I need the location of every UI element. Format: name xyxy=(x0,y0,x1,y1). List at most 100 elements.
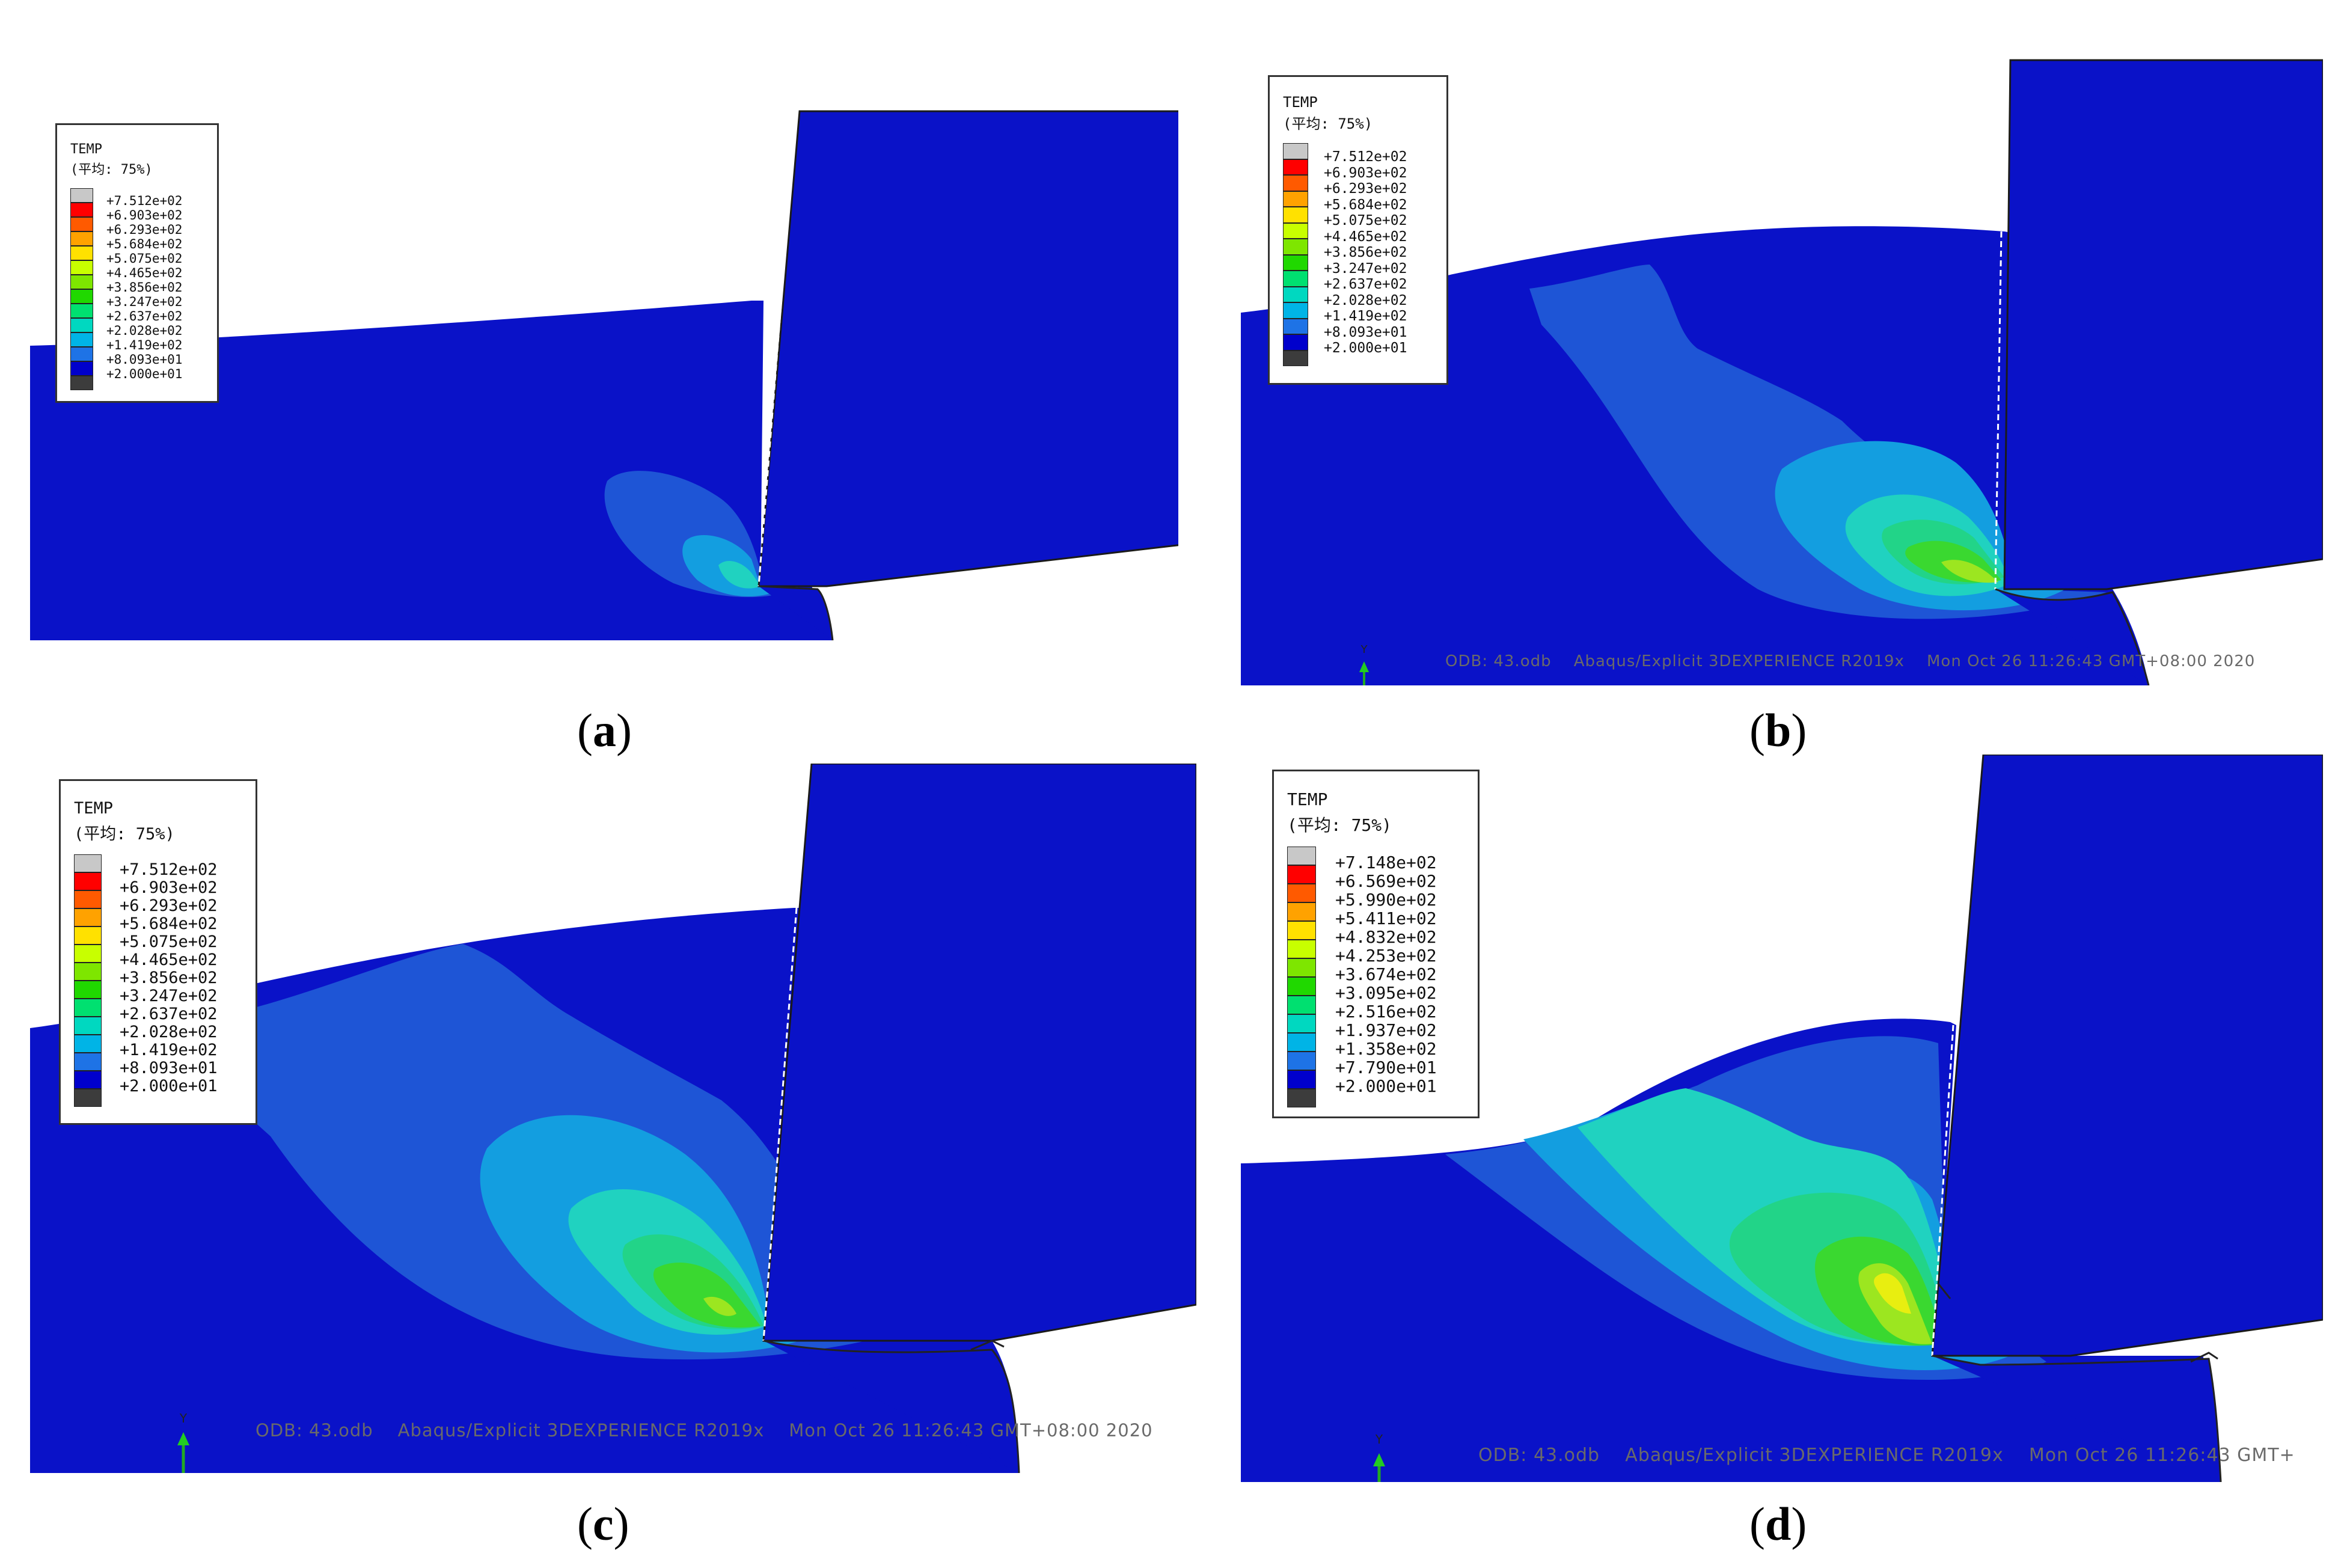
legend-subtitle: (平均: 75%) xyxy=(1283,115,1373,132)
legend-value: +1.419e+02 xyxy=(120,1041,218,1059)
scale-swatch xyxy=(70,231,93,246)
legend-value: +3.856e+02 xyxy=(1324,245,1407,260)
panel-c: TEMP (平均: 75%) +7.512e+02 +6.903e+02 +6.… xyxy=(30,764,1196,1473)
legend-c: TEMP (平均: 75%) +7.512e+02 +6.903e+02 +6.… xyxy=(59,779,257,1125)
scale-swatch xyxy=(1283,207,1308,223)
legend-value: +6.293e+02 xyxy=(106,222,183,237)
tool-edge-a xyxy=(757,297,783,587)
footer-solver: Abaqus/Explicit 3DEXPERIENCE R2019x xyxy=(397,1420,765,1441)
footer-b: ODB: 43.odb Abaqus/Explicit 3DEXPERIENCE… xyxy=(1445,652,2255,670)
scale-swatch xyxy=(70,260,93,275)
scale-swatch xyxy=(74,908,102,926)
scale-swatch xyxy=(1287,940,1316,958)
scale-swatch xyxy=(70,203,93,217)
scale-swatch xyxy=(1287,865,1316,884)
legend-value: +5.411e+02 xyxy=(1335,908,1437,928)
legend-value: +3.856e+02 xyxy=(120,969,218,987)
scale-swatch xyxy=(74,1017,102,1035)
scale-swatch xyxy=(70,376,93,390)
scale-swatch xyxy=(70,289,93,304)
scale-swatch xyxy=(1283,334,1308,351)
legend-value: +6.903e+02 xyxy=(106,208,183,222)
panel-b: TEMP (平均: 75%) +7.512e+02 +6.903e+02 +6.… xyxy=(1241,48,2323,685)
color-scale xyxy=(74,854,102,1107)
legend-value: +7.512e+02 xyxy=(120,860,218,879)
scale-swatch xyxy=(1287,996,1316,1014)
legend-value: +3.247e+02 xyxy=(120,987,218,1005)
scale-swatch xyxy=(74,890,102,908)
legend-title: TEMP xyxy=(70,142,102,157)
color-scale xyxy=(1287,847,1316,1107)
scale-swatch xyxy=(1287,884,1316,902)
axis-y-label: Y xyxy=(1375,1434,1383,1447)
footer-c: ODB: 43.odb Abaqus/Explicit 3DEXPERIENCE… xyxy=(256,1420,1153,1441)
legend-d: TEMP (平均: 75%) +7.148e+02 +6.569e+02 +5.… xyxy=(1272,770,1480,1118)
footer-solver: Abaqus/Explicit 3DEXPERIENCE R2019x xyxy=(1573,652,1905,670)
legend-value: +2.637e+02 xyxy=(1324,277,1407,292)
scale-swatch xyxy=(1283,222,1308,239)
workpiece-a xyxy=(30,301,833,640)
scale-swatch xyxy=(74,1071,102,1089)
legend-value: +2.028e+02 xyxy=(1324,292,1407,308)
legend-b: TEMP (平均: 75%) +7.512e+02 +6.903e+02 +6.… xyxy=(1268,75,1448,385)
scale-swatch xyxy=(74,926,102,945)
legend-value: +6.293e+02 xyxy=(120,896,218,915)
scale-swatch xyxy=(70,275,93,289)
scale-swatch xyxy=(74,1089,102,1107)
legend-value: +4.465e+02 xyxy=(1324,228,1407,245)
legend-value: +7.512e+02 xyxy=(1324,149,1407,165)
scale-swatch xyxy=(1283,271,1308,287)
legend-value: +3.856e+02 xyxy=(106,280,183,295)
legend-value: +2.028e+02 xyxy=(120,1023,218,1041)
scale-swatch xyxy=(74,872,102,890)
scale-swatch xyxy=(70,188,93,203)
legend-subtitle: (平均: 75%) xyxy=(1287,815,1392,835)
scale-swatch xyxy=(70,347,93,361)
scale-swatch xyxy=(1283,254,1308,271)
scale-swatch xyxy=(70,217,93,231)
scale-swatch xyxy=(70,304,93,318)
caption-a: (a) xyxy=(577,704,632,756)
scale-swatch xyxy=(1283,350,1308,366)
chip-b xyxy=(1995,588,2150,685)
scale-swatch xyxy=(74,1053,102,1071)
scale-swatch xyxy=(1283,143,1308,159)
legend-value: +5.684e+02 xyxy=(120,914,218,933)
scale-swatch xyxy=(1287,921,1316,940)
scale-swatch xyxy=(1287,1070,1316,1089)
scale-swatch xyxy=(74,999,102,1017)
tool-edge-b xyxy=(1994,231,2003,590)
legend-value: +5.075e+02 xyxy=(106,251,183,266)
scale-swatch xyxy=(1283,159,1308,175)
legend-value: +2.516e+02 xyxy=(1335,1002,1437,1021)
footer-date: Mon Oct 26 11:26:43 GMT+ xyxy=(2028,1445,2295,1466)
legend-value: +6.569e+02 xyxy=(1335,871,1437,891)
scale-swatch xyxy=(70,361,93,376)
legend-value: +8.093e+01 xyxy=(106,352,183,367)
cutting-tool-b xyxy=(2003,59,2323,590)
scale-swatch xyxy=(1283,191,1308,207)
caption-b: (b) xyxy=(1749,704,1807,756)
heat-zone-b6 xyxy=(1941,560,1998,583)
simulation-plot-b xyxy=(1241,59,2323,685)
legend-value: +1.419e+02 xyxy=(1324,308,1407,324)
chip-a xyxy=(758,585,834,641)
legend-a: TEMP (平均: 75%) +7.512e+02 +6.903e+02 +6.… xyxy=(55,123,219,403)
legend-value: +6.293e+02 xyxy=(1324,181,1407,197)
caption-d: (d) xyxy=(1749,1498,1807,1550)
legend-value: +2.000e+01 xyxy=(106,367,183,381)
scale-swatch xyxy=(1283,239,1308,255)
legend-value: +8.093e+01 xyxy=(1324,324,1407,340)
legend-value: +7.512e+02 xyxy=(106,194,183,208)
tool-edge-d xyxy=(1931,1024,1954,1356)
color-scale xyxy=(70,188,93,390)
scale-swatch xyxy=(1283,318,1308,334)
heat-zone-a3 xyxy=(718,560,760,589)
panel-a: TEMP (平均: 75%) +7.512e+02 +6.903e+02 +6.… xyxy=(0,0,1178,697)
footer-odb: ODB: 43.odb xyxy=(1445,652,1552,670)
scale-swatch xyxy=(74,945,102,963)
scale-swatch xyxy=(1287,1052,1316,1070)
legend-value: +1.358e+02 xyxy=(1335,1039,1437,1059)
footer-date: Mon Oct 26 11:26:43 GMT+08:00 2020 xyxy=(1927,652,2256,670)
tool-edge-c xyxy=(762,907,798,1341)
